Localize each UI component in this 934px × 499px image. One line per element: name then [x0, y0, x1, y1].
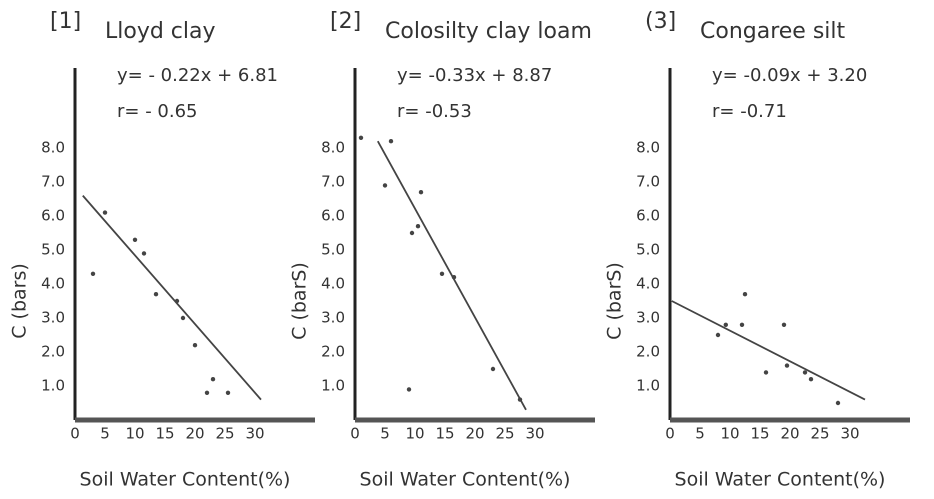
y-tick-label: 3.0 [41, 309, 65, 327]
point [382, 183, 388, 188]
point [781, 322, 787, 327]
x-tick-label: 0 [70, 425, 80, 443]
x-tick-label: 25 [495, 425, 514, 443]
y-tick-label: 5.0 [636, 241, 660, 259]
y-tick-label: 6.0 [41, 207, 65, 225]
point [409, 230, 415, 236]
point [180, 315, 186, 321]
chart-title: Colosilty clay loam [385, 19, 592, 44]
point [715, 332, 721, 338]
x-tick-label: 5 [380, 425, 390, 443]
x-tick-label: 20 [465, 425, 484, 443]
x-tick-label: 5 [695, 425, 705, 443]
x-tick-label: 0 [665, 425, 675, 443]
point [204, 390, 210, 395]
point [835, 400, 841, 406]
point [406, 387, 412, 392]
x-tick-label: 5 [100, 425, 110, 443]
point [192, 343, 198, 348]
y-axis-label: C (barS) [604, 262, 626, 340]
point [358, 135, 364, 140]
y-axis-label: C (barS) [289, 262, 311, 340]
y-tick-label: 7.0 [321, 173, 345, 191]
point [102, 210, 108, 215]
correlation: r= -0.71 [712, 101, 787, 122]
y-tick-label: 7.0 [636, 173, 660, 191]
y-tick-label: 8.0 [41, 139, 65, 157]
y-tick-label: 1.0 [321, 377, 345, 395]
correlation: r= - 0.65 [117, 101, 198, 122]
y-tick-label: 6.0 [636, 207, 660, 225]
point [132, 237, 138, 242]
x-tick-label: 15 [750, 425, 769, 443]
point [418, 190, 424, 195]
x-tick-label: 30 [525, 425, 544, 443]
point [490, 366, 496, 372]
y-tick-label: 8.0 [636, 139, 660, 157]
point [415, 224, 421, 229]
x-tick-label: 30 [840, 425, 859, 443]
equation: y= -0.33x + 8.87 [397, 65, 552, 86]
x-axis-label: Soil Water Content(%) [80, 469, 291, 491]
y-tick-label: 5.0 [321, 241, 345, 259]
equation: y= -0.09x + 3.20 [712, 65, 867, 86]
point [808, 377, 814, 382]
fit-line [377, 140, 527, 411]
point [739, 322, 745, 327]
x-tick-label: 0 [350, 425, 360, 443]
point [388, 139, 394, 144]
x-tick-label: 30 [245, 425, 264, 443]
x-tick-label: 20 [780, 425, 799, 443]
point [141, 251, 147, 256]
x-tick-label: 15 [435, 425, 454, 443]
x-tick-label: 10 [720, 425, 739, 443]
point [723, 322, 728, 327]
y-tick-label: 8.0 [321, 139, 345, 157]
y-tick-label: 7.0 [41, 173, 65, 191]
y-tick-label: 2.0 [636, 343, 660, 361]
y-axis-label: C (bars) [9, 263, 31, 339]
correlation: r= -0.53 [397, 101, 472, 122]
y-tick-label: 3.0 [321, 309, 345, 327]
chart-title: Congaree silt [700, 19, 846, 44]
x-axis-label: Soil Water Content(%) [360, 469, 571, 491]
y-tick-label: 2.0 [41, 343, 65, 361]
y-tick-label: 4.0 [41, 275, 65, 293]
fit-line [82, 195, 262, 401]
x-tick-label: 25 [215, 425, 234, 443]
point [210, 377, 216, 382]
y-tick-label: 1.0 [636, 377, 660, 395]
y-tick-label: 4.0 [321, 275, 345, 293]
x-tick-label: 25 [810, 425, 829, 443]
point [802, 370, 808, 375]
point [225, 390, 231, 395]
chart-number: [2] [330, 9, 361, 34]
x-tick-label: 10 [405, 425, 424, 443]
fit-line [671, 300, 866, 401]
point [90, 271, 96, 276]
y-tick-label: 4.0 [636, 275, 660, 293]
point [784, 363, 790, 368]
point [742, 292, 748, 297]
equation: y= - 0.22x + 6.81 [117, 65, 278, 86]
y-tick-label: 5.0 [41, 241, 65, 259]
x-axis-label: Soil Water Content(%) [675, 469, 886, 491]
y-tick-label: 2.0 [321, 343, 345, 361]
y-tick-label: 1.0 [41, 377, 65, 395]
point [439, 271, 445, 276]
chart-title: Lloyd clay [105, 19, 216, 44]
y-tick-label: 3.0 [636, 309, 660, 327]
chart-number: [1] [50, 9, 81, 34]
point [763, 370, 769, 375]
chart-number: (3] [645, 9, 676, 34]
x-tick-label: 20 [185, 425, 204, 443]
point [153, 292, 159, 297]
x-tick-label: 15 [155, 425, 174, 443]
x-tick-label: 10 [125, 425, 144, 443]
y-tick-label: 6.0 [321, 207, 345, 225]
